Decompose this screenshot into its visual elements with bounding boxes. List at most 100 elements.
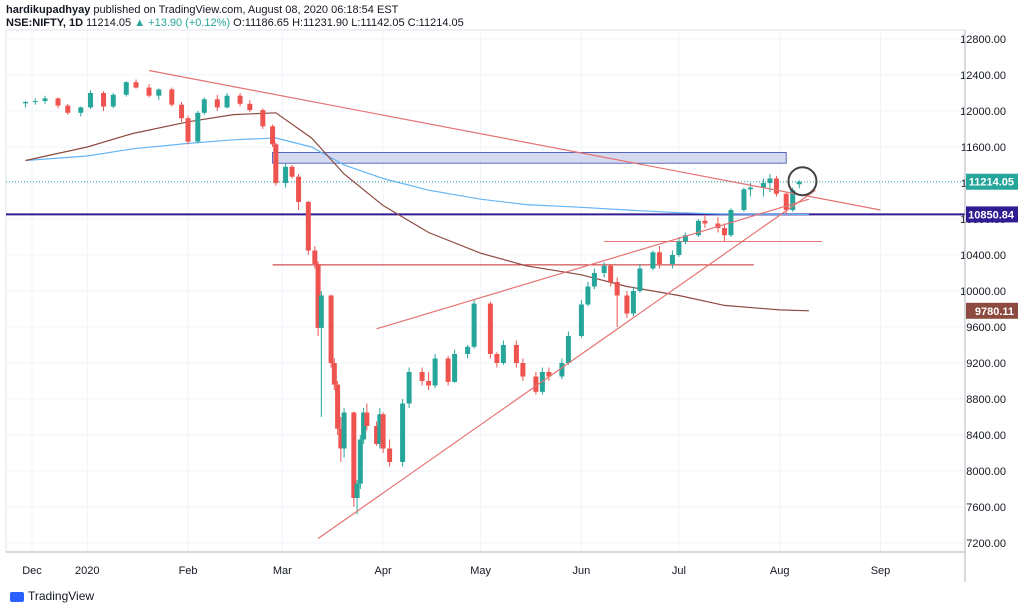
candle-body (578, 304, 584, 336)
y-tick-label: 7200.00 (966, 538, 1006, 550)
candle-body (283, 166, 289, 183)
footer: TradingView (0, 584, 1024, 610)
x-tick-label: Apr (375, 565, 392, 577)
price-label: 9780.11 (975, 306, 1014, 318)
y-tick-label: 12000.00 (960, 106, 1006, 118)
candle-body (110, 94, 116, 107)
candle-body (123, 82, 129, 95)
candle-body (55, 98, 61, 106)
candle-body (760, 183, 766, 188)
trendline[interactable] (148, 69, 881, 211)
candle-body (432, 358, 438, 386)
last-price: 11214.05 (86, 17, 132, 29)
candle-body (179, 104, 185, 119)
y-tick-label: 12400.00 (960, 70, 1006, 82)
candle-body (335, 384, 341, 429)
candle-body (419, 372, 425, 381)
candle-body (624, 295, 630, 314)
candle-body (715, 223, 721, 228)
price-chart[interactable]: 7200.00 7600.00 8000.00 8400.00 8800.00 9200.… (0, 0, 1024, 584)
candle-body (669, 255, 675, 264)
candle-body (520, 363, 526, 377)
price-label: 11214.05 (969, 177, 1014, 189)
candle-body (380, 414, 386, 449)
candle-body (169, 89, 175, 105)
candle-body (387, 448, 393, 462)
y-tick-label: 7600.00 (966, 502, 1006, 514)
tradingview-logo-icon (10, 591, 24, 602)
price-label-box (966, 206, 1018, 223)
price-label-box (966, 173, 1018, 190)
published-info: published on TradingView.com, August 08,… (90, 4, 399, 16)
candle-body (195, 112, 201, 142)
candle-body (364, 412, 370, 426)
candle-body (351, 412, 357, 498)
resistance-zone[interactable] (272, 151, 787, 164)
candle-body (465, 346, 471, 354)
y-tick-label: 9200.00 (966, 358, 1006, 370)
candle-body (546, 372, 552, 377)
candle-body (247, 103, 253, 111)
candle-body (318, 295, 324, 328)
moving-average-fast (25, 137, 809, 216)
x-tick-label: Dec (22, 565, 42, 577)
x-tick-label: Sep (871, 565, 891, 577)
trendline[interactable] (376, 198, 810, 330)
brand-label: TradingView (28, 589, 95, 603)
ohlc-values: O:11186.65 H:11231.90 L:11142.05 C:11214… (233, 17, 464, 29)
moving-average-slow (25, 112, 809, 312)
y-tick-label: 9600.00 (966, 322, 1006, 334)
candle-body (783, 193, 789, 210)
publisher-name[interactable]: hardikupadhyay (6, 4, 91, 16)
candle-body (487, 303, 493, 354)
candle-body (400, 403, 406, 462)
candle-body (156, 89, 162, 96)
candle-body (32, 101, 38, 103)
candle-body (494, 354, 500, 363)
candle-body (637, 268, 643, 291)
candle-body (426, 381, 432, 386)
y-tick-label: 8400.00 (966, 430, 1006, 442)
candle-body (565, 336, 571, 363)
candle-body (101, 93, 107, 107)
symbol-label: NSE:NIFTY, 1D (6, 17, 84, 29)
candle-body (796, 181, 802, 185)
x-tick-label: May (470, 565, 491, 577)
candle-body (224, 95, 230, 108)
candle-body (23, 102, 29, 104)
trendline[interactable] (317, 189, 816, 539)
candle-body (747, 187, 753, 190)
candle-body (741, 189, 747, 210)
y-tick-label: 10400.00 (960, 250, 1006, 262)
candle-body (614, 282, 620, 296)
candle-body (500, 345, 506, 363)
candle-body (331, 363, 337, 385)
candle-body (676, 241, 682, 255)
candle-body (214, 99, 220, 108)
candle-body (585, 286, 591, 305)
price-label-box (966, 302, 1018, 319)
candle-body (185, 118, 191, 142)
highlight-circle[interactable] (787, 166, 818, 197)
x-tick-label: Aug (770, 565, 790, 577)
candle-body (42, 98, 48, 102)
candle-body (88, 93, 94, 108)
y-tick-label: 8800.00 (966, 394, 1006, 406)
y-tick-label: 10000.00 (960, 286, 1006, 298)
candle-body (354, 483, 360, 498)
candle-body (374, 426, 380, 444)
candle-body (78, 107, 84, 113)
tradingview-brand[interactable]: TradingView (10, 589, 94, 603)
candle-body (237, 95, 243, 104)
x-tick-label: Feb (179, 565, 198, 577)
chart-header: hardikupadhyay published on TradingView.… (6, 4, 464, 30)
x-tick-label: Mar (273, 565, 292, 577)
price-label: 10850.84 (968, 209, 1015, 221)
candle-body (328, 295, 334, 363)
candle-body (773, 178, 779, 194)
candle-body (406, 372, 412, 404)
candle-body (133, 82, 139, 88)
x-tick-label: Jul (672, 565, 686, 577)
y-tick-label: 11600.00 (961, 142, 1006, 154)
candle-body (559, 363, 565, 377)
